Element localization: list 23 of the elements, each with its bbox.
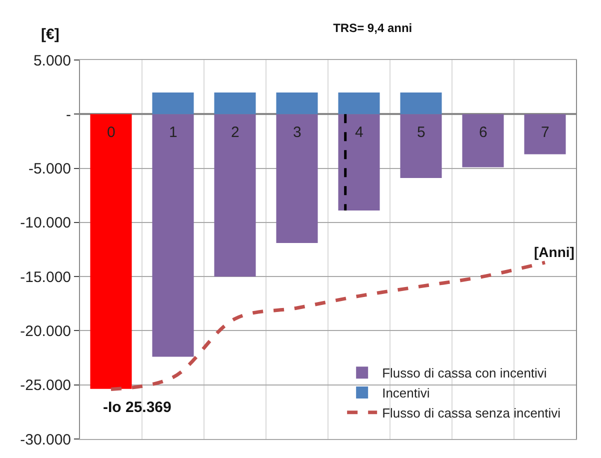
y-tick-label: -20.000 bbox=[20, 322, 71, 340]
legend-label: Flusso di cassa con incentivi bbox=[382, 366, 547, 381]
x-tick-label: 6 bbox=[479, 124, 488, 141]
x-tick-label: 5 bbox=[417, 124, 426, 141]
y-tick-label: -15.000 bbox=[20, 268, 71, 286]
y-tick-label: - bbox=[66, 106, 71, 124]
y-tick-label: -10.000 bbox=[20, 214, 71, 232]
chart-title: TRS= 9,4 anni bbox=[333, 21, 412, 36]
y-axis-title: [€] bbox=[41, 26, 60, 43]
legend-label: Flusso di cassa senza incentivi bbox=[382, 405, 561, 420]
y-tick-label: -5.000 bbox=[28, 160, 71, 178]
x-tick-label: 3 bbox=[293, 124, 302, 141]
y-tick-label: -30.000 bbox=[20, 431, 71, 448]
x-tick-label: 0 bbox=[107, 124, 116, 141]
x-axis-title: [Anni] bbox=[534, 244, 574, 260]
y-tick-label: 5.000 bbox=[33, 52, 71, 70]
x-tick-label: 2 bbox=[231, 124, 240, 141]
annotation: -Io 25.369 bbox=[103, 399, 172, 416]
legend-label: Incentivi bbox=[382, 386, 430, 401]
y-tick-label: -25.000 bbox=[20, 377, 71, 394]
x-tick-label: 1 bbox=[169, 124, 178, 141]
x-tick-label: 4 bbox=[355, 124, 364, 141]
x-tick-label: 7 bbox=[541, 124, 550, 141]
